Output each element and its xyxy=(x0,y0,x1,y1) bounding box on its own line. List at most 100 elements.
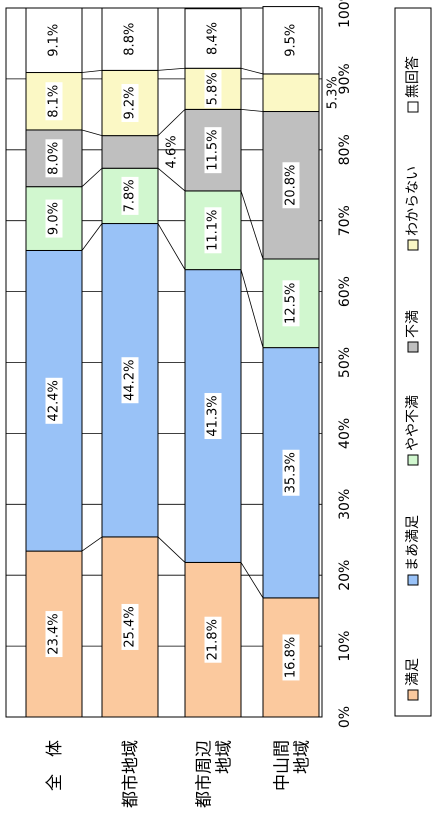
tick-label: 30% xyxy=(337,489,353,520)
tick-label: 90% xyxy=(337,63,353,94)
data-label: 9.2% xyxy=(121,84,139,123)
data-label-box xyxy=(45,611,63,658)
legend-item: 無回答 xyxy=(404,56,421,113)
data-label-text: 11.5% xyxy=(206,129,221,170)
data-label-box xyxy=(121,603,139,650)
legend: 満足 まあ満足 やや不満 不満 わからない 無回答 xyxy=(394,7,432,717)
data-label-text: 23.4% xyxy=(47,613,62,654)
data-label: 5.3% xyxy=(326,76,341,109)
data-label: 16.8% xyxy=(282,634,300,681)
tick-label: 100% xyxy=(337,0,353,28)
data-label-box xyxy=(121,357,139,404)
data-label: 8.4% xyxy=(204,19,222,58)
data-label: 21.8% xyxy=(204,616,222,663)
data-label: 12.5% xyxy=(282,280,300,327)
data-label-text: 42.4% xyxy=(47,380,62,421)
data-label-box xyxy=(121,176,139,215)
data-label-box xyxy=(204,616,222,663)
tick-label: 60% xyxy=(337,276,353,307)
tick-label: 10% xyxy=(337,631,353,662)
data-label: 11.5% xyxy=(204,127,222,174)
data-label: 9.1% xyxy=(45,21,63,60)
category-label-line: 中山間 xyxy=(272,740,292,791)
bar-segment xyxy=(101,135,159,169)
legend-item: まあ満足 xyxy=(405,515,421,586)
series-connector xyxy=(157,109,186,136)
data-label: 7.8% xyxy=(121,176,139,215)
series-connector xyxy=(81,69,103,73)
data-label-text: 5.3% xyxy=(326,76,341,109)
legend-box xyxy=(394,7,432,717)
series-connector xyxy=(240,190,264,260)
series-connector xyxy=(240,562,264,599)
data-label-text: 5.8% xyxy=(206,72,221,105)
data-label-text: 8.0% xyxy=(47,142,62,175)
data-label: 9.5% xyxy=(282,21,300,60)
series-connector xyxy=(81,129,103,137)
plot-area: 0% 10% 20% 30% 40% 50% 60% 70% 80% 90% 100% 23.4% 42… xyxy=(5,0,353,808)
series-connector xyxy=(81,167,103,187)
data-label: 41.3% xyxy=(204,393,222,440)
legend-item: やや不満 xyxy=(405,395,421,466)
legend-label: やや不満 xyxy=(405,395,421,451)
category-label-line: 全 体 xyxy=(45,740,65,791)
series-connector xyxy=(240,108,264,112)
data-label: 8.1% xyxy=(45,82,63,121)
data-label-box xyxy=(282,21,300,60)
data-label: 5.8% xyxy=(204,69,222,108)
series-connector xyxy=(157,167,186,192)
tick-label: 20% xyxy=(337,560,353,591)
data-label-box xyxy=(204,393,222,440)
series-connector xyxy=(240,67,264,75)
data-label-text: 7.8% xyxy=(123,179,138,212)
data-label-text: 9.1% xyxy=(47,24,62,57)
data-label-box xyxy=(282,162,300,209)
legend-swatch xyxy=(407,341,419,353)
legend-item: わからない xyxy=(405,166,421,251)
data-label: 44.2% xyxy=(121,357,139,404)
data-label-box xyxy=(282,280,300,327)
category-label-line: 地域 xyxy=(293,740,313,774)
series-connector xyxy=(240,269,264,348)
data-label-box xyxy=(204,127,222,174)
data-label: 23.4% xyxy=(45,611,63,658)
tick-label: 40% xyxy=(337,418,353,449)
legend-item: 不満 xyxy=(405,310,421,353)
data-label-box xyxy=(282,634,300,681)
data-label: 4.6% xyxy=(165,135,180,168)
data-label-text: 12.5% xyxy=(284,283,299,324)
series-connector xyxy=(157,536,186,563)
category-label-line: 都市地域 xyxy=(121,740,141,808)
data-label-box xyxy=(45,21,63,60)
data-label-text: 44.2% xyxy=(123,360,138,401)
data-label-box xyxy=(45,139,63,178)
data-label-text: 41.3% xyxy=(206,395,221,436)
legend-swatch xyxy=(407,101,419,113)
data-label: 20.8% xyxy=(282,162,300,209)
data-label-text: 8.8% xyxy=(123,23,138,56)
legend-swatch xyxy=(407,454,419,466)
legend-label: 不満 xyxy=(405,310,421,338)
category-label-line: 地域 xyxy=(215,740,235,774)
data-label-box xyxy=(204,19,222,58)
data-label: 8.8% xyxy=(121,20,139,59)
data-label-text: 9.2% xyxy=(123,86,138,119)
legend-swatch xyxy=(407,689,419,701)
bar-segment xyxy=(262,73,320,113)
series-connector xyxy=(81,223,103,251)
data-label-text: 8.4% xyxy=(206,22,221,55)
data-label: 42.4% xyxy=(45,377,63,424)
category-label: 都市地域 xyxy=(121,740,141,808)
legend-swatch xyxy=(407,574,419,586)
data-label-text: 8.1% xyxy=(47,85,62,118)
data-label-text: 35.3% xyxy=(284,452,299,493)
legend-label: まあ満足 xyxy=(405,515,421,571)
data-label: 25.4% xyxy=(121,603,139,650)
data-label-box xyxy=(121,20,139,59)
category-label: 都市周辺地域 xyxy=(194,740,234,808)
data-label-text: 9.5% xyxy=(284,24,299,57)
data-label: 11.1% xyxy=(204,207,222,254)
tick-label: 80% xyxy=(337,134,353,165)
legend-swatch xyxy=(407,239,419,251)
